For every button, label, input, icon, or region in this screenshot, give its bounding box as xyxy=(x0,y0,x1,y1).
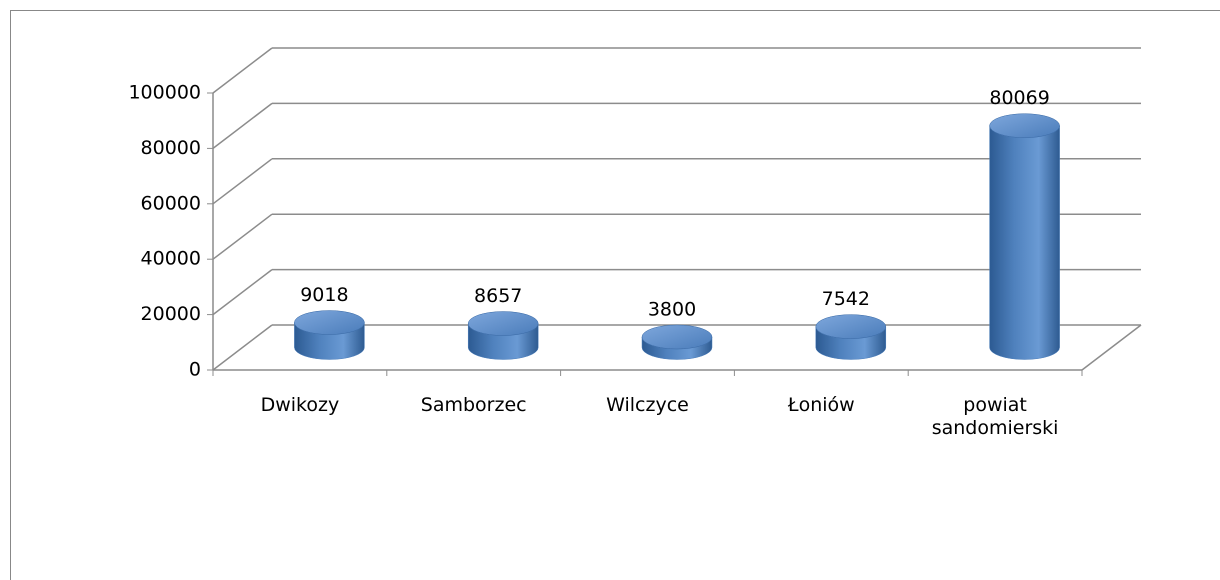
x-tick-label: Dwikozy xyxy=(260,394,340,416)
data-label: 9018 xyxy=(300,284,348,306)
grid-line-side xyxy=(212,102,273,149)
y-tick-label: 0 xyxy=(189,359,201,381)
floor-edge xyxy=(1081,324,1142,371)
bar xyxy=(294,310,365,360)
x-tick-label: Samborzec xyxy=(420,394,527,416)
bar xyxy=(467,311,539,360)
y-tick-label: 40000 xyxy=(141,248,201,270)
x-tick-label: Wilczyce xyxy=(606,394,689,416)
bar-top xyxy=(989,113,1060,138)
y-tick-label: 60000 xyxy=(141,192,201,214)
bar xyxy=(815,314,887,360)
bar-top xyxy=(641,324,713,350)
bar xyxy=(641,324,713,360)
grid-line-side xyxy=(212,324,273,371)
grid-line-side xyxy=(212,213,273,260)
bar-body xyxy=(989,125,1060,360)
grid-line-side xyxy=(212,158,273,205)
y-tick-label: 20000 xyxy=(141,303,201,325)
data-label: 7542 xyxy=(822,288,870,310)
x-tick-label: powiat sandomierski xyxy=(931,394,1059,439)
bar-top xyxy=(815,314,887,339)
data-label: 80069 xyxy=(989,87,1049,109)
grid-line-side xyxy=(212,47,273,94)
data-label: 3800 xyxy=(648,298,696,320)
data-label: 8657 xyxy=(474,285,522,307)
y-tick-label: 100000 xyxy=(128,82,201,104)
y-tick-label: 80000 xyxy=(141,137,201,159)
bar xyxy=(989,113,1060,360)
grid-line-side xyxy=(212,269,273,316)
bar-top xyxy=(467,311,539,336)
bar-top xyxy=(294,310,365,335)
x-tick-label: Łoniów xyxy=(787,394,855,416)
